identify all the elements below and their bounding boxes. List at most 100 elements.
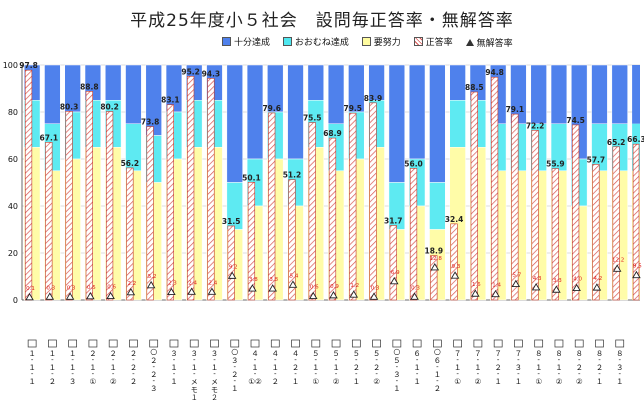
- x-tick-sep-8-0: -: [193, 356, 196, 364]
- x-tick-box-9: [210, 339, 219, 348]
- x-tick-box-6: [149, 339, 159, 348]
- x-tick-label-19: ６-１-１: [412, 339, 422, 386]
- x-tick-line-1-1: １: [49, 363, 57, 372]
- x-tick-sep-10-0: -: [233, 363, 236, 371]
- correct-rate-bar-6: [146, 126, 154, 301]
- band-top-13: [287, 64, 304, 160]
- correct-rate-label-9: 94.3: [202, 69, 221, 78]
- legend-label-low: 要努力: [373, 38, 401, 48]
- x-tick-line-0-1: １: [28, 363, 36, 372]
- no-answer-label-3: 0.5: [87, 285, 96, 291]
- x-tick-sep-21-0: -: [456, 356, 459, 364]
- x-tick-box-25: [534, 339, 544, 348]
- correct-rate-label-20: 18.9: [425, 247, 444, 256]
- correct-rate-label-21: 32.4: [445, 215, 464, 224]
- correct-rate-label-2: 80.3: [60, 102, 79, 111]
- x-tick-line-15-2: ②: [333, 377, 340, 386]
- x-tick-sep-5-1: -: [132, 370, 135, 378]
- correct-rate-label-0: 97.8: [19, 61, 38, 70]
- x-tick-sep-24-0: -: [517, 356, 520, 364]
- no-answer-label-19: 0.3: [411, 285, 420, 291]
- x-tick-sep-24-1: -: [517, 370, 520, 378]
- x-tick-line-17-2: ②: [373, 377, 380, 386]
- x-tick-line-21-1: １: [454, 363, 462, 372]
- x-tick-sep-23-1: -: [497, 370, 500, 378]
- band-top-15: [327, 64, 345, 124]
- x-tick-sep-29-1: -: [618, 370, 621, 378]
- x-tick-line-5-1: ２: [130, 363, 138, 372]
- no-answer-marker-22: [471, 289, 480, 297]
- x-tick-line-3-1: １: [89, 363, 97, 372]
- no-answer-label-23: 1.4: [492, 283, 501, 289]
- x-tick-sep-16-1: -: [355, 370, 358, 378]
- band-top-20: [429, 64, 446, 183]
- x-tick-line-20-1: １: [434, 370, 442, 379]
- no-answer-marker-9: [207, 287, 217, 295]
- x-tick-box-17: [372, 339, 381, 348]
- band-top-1: [44, 64, 61, 124]
- legend-swatch-no-answer: [465, 39, 474, 46]
- correct-rate-bar-17: [369, 102, 377, 301]
- x-tick-box-0: [27, 339, 37, 348]
- no-answer-marker-11: [248, 284, 257, 292]
- correct-rate-label-19: 56.0: [404, 159, 423, 168]
- x-tick-sep-28-1: -: [598, 370, 601, 378]
- correct-rate-bar-7: [166, 104, 175, 301]
- x-tick-sep-22-0: -: [477, 356, 480, 364]
- correct-rate-bar-18: [389, 225, 397, 301]
- x-tick-sep-27-1: -: [578, 370, 581, 378]
- band-top-5: [125, 64, 142, 124]
- no-answer-marker-3: [86, 291, 95, 300]
- x-tick-sep-14-0: -: [315, 356, 318, 364]
- correct-rate-bar-21: [450, 223, 458, 301]
- no-answer-marker-21: [450, 271, 460, 279]
- band-top-26: [550, 64, 568, 124]
- x-tick-mark-10: ○: [231, 347, 238, 356]
- x-tick-line-22-2: ②: [475, 377, 482, 386]
- x-tick-line-7-0: ３: [170, 349, 178, 358]
- x-tick-sep-5-0: -: [132, 356, 135, 364]
- x-tick-sep-3-1: -: [92, 370, 95, 378]
- x-tick-line-21-2: ①: [454, 377, 461, 386]
- x-tick-box-27: [574, 339, 584, 348]
- no-answer-label-28: 4.2: [594, 276, 603, 282]
- correct-rate-label-23: 94.8: [485, 68, 504, 77]
- correct-rate-label-28: 57.7: [587, 155, 606, 164]
- x-tick-sep-0-0: -: [31, 356, 34, 364]
- no-answer-marker-16: [349, 290, 359, 298]
- no-answer-marker-27: [572, 283, 581, 292]
- band-top-25: [530, 64, 547, 124]
- correct-rate-bar-14: [308, 122, 316, 301]
- no-answer-marker-28: [592, 283, 602, 291]
- x-tick-sep-9-1: -: [213, 370, 216, 378]
- x-tick-line-10-0: ３: [231, 356, 239, 365]
- no-answer-label-12: 3.8: [269, 277, 278, 283]
- band-top-extra: [632, 65, 640, 124]
- x-tick-box-12: [270, 339, 280, 348]
- no-answer-marker-8: [187, 287, 196, 295]
- x-tick-sep-12-0: -: [274, 356, 277, 364]
- no-answer-label-extra: 9.5: [633, 264, 642, 270]
- x-tick-box-7: [169, 339, 179, 348]
- no-answer-label-13: 5.4: [290, 273, 299, 279]
- x-tick-sep-14-1: -: [315, 370, 318, 378]
- no-answer-marker-29: [612, 264, 622, 272]
- x-tick-sep-26-1: -: [558, 370, 561, 378]
- x-tick-sep-28-0: -: [598, 356, 601, 364]
- legend-swatch-correct: [413, 37, 423, 46]
- legend-item-correct: 正答率: [413, 35, 453, 48]
- band-top-28: [591, 64, 608, 124]
- x-tick-box-15: [331, 339, 341, 348]
- no-answer-label-6: 5.2: [148, 274, 157, 280]
- correct-rate-label-10: 31.5: [222, 217, 241, 226]
- no-answer-label-1: 0.3: [46, 285, 55, 291]
- x-tick-line-13-2: １: [292, 377, 300, 386]
- x-tick-line-26-0: ８: [555, 349, 563, 358]
- correct-rate-label-7: 83.1: [161, 96, 180, 105]
- x-tick-label-26: ８-１-②: [554, 339, 564, 386]
- correct-rate-bar-4: [105, 111, 114, 301]
- no-answer-label-4: 0.6: [107, 285, 116, 291]
- x-tick-box-22: [473, 339, 483, 348]
- y-tick-label-80: 80: [8, 108, 18, 117]
